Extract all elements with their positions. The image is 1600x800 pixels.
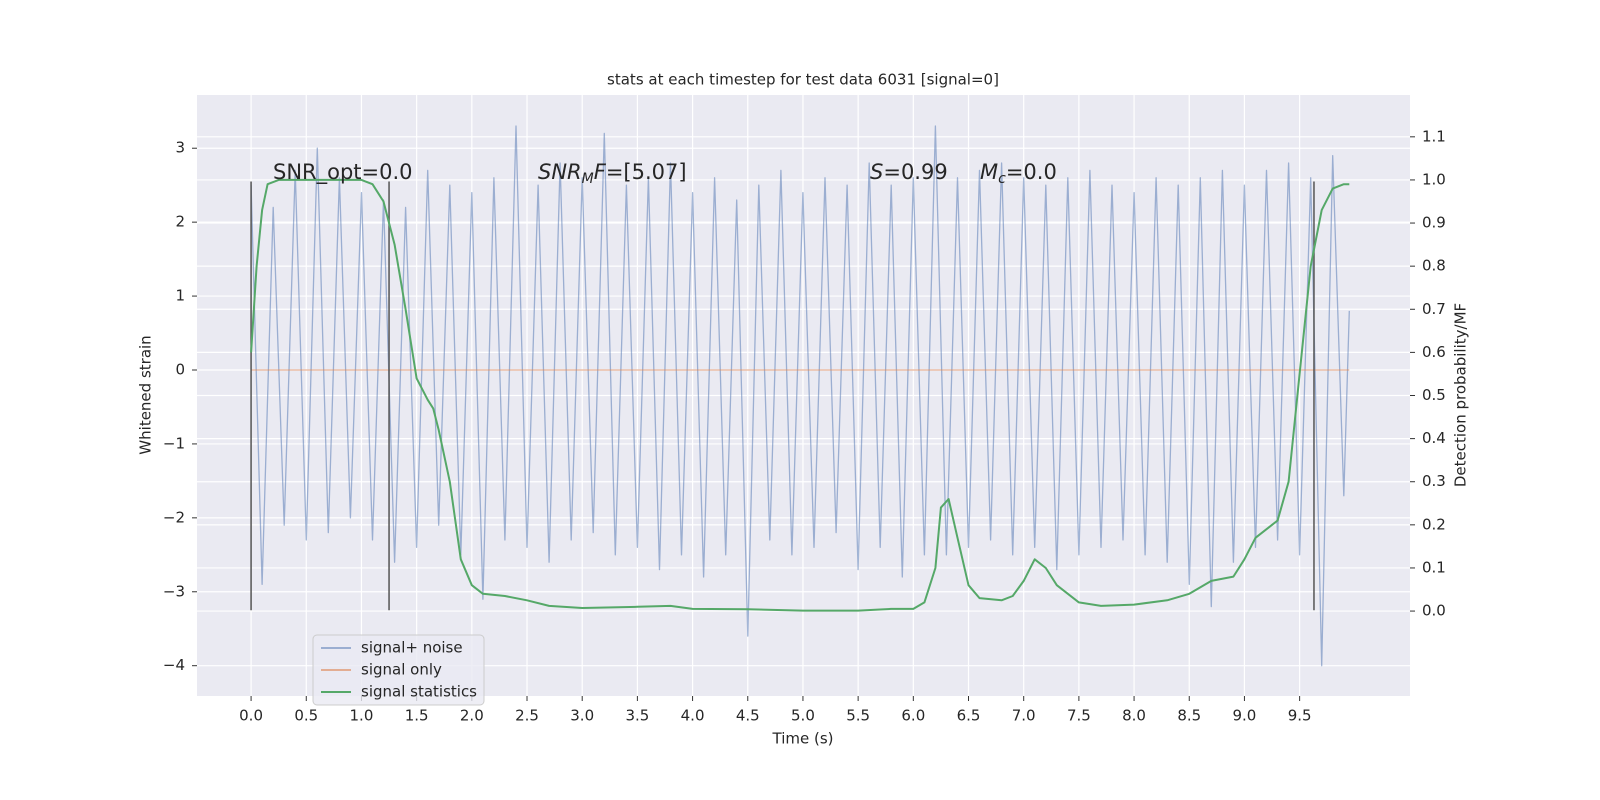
annotation-part: M — [582, 171, 594, 187]
annotation-part: M — [980, 160, 998, 184]
x-axis-label: Time (s) — [772, 730, 834, 748]
y2-tick-label: 0.8 — [1422, 257, 1446, 275]
x-tick-label: 2.5 — [515, 707, 539, 725]
legend-label: signal only — [361, 661, 442, 679]
annotation-part: S — [870, 160, 883, 184]
y2-tick-label: 0.3 — [1422, 472, 1446, 490]
marks — [250, 125, 1350, 667]
legend-label: signal statistics — [361, 683, 477, 701]
annotation: S=0.99 — [870, 160, 948, 184]
annotation: SNR_opt=0.0 — [273, 160, 413, 185]
x-tick-label: 0.5 — [294, 707, 318, 725]
x-tick-label: 3.0 — [570, 707, 594, 725]
y2-tick-label: 0.1 — [1422, 558, 1446, 576]
x-tick-label: 0.0 — [239, 707, 263, 725]
y-tick-label: 1 — [175, 287, 185, 305]
x-tick-label: 5.0 — [791, 707, 815, 725]
y2-tick-label: 0.5 — [1422, 386, 1446, 404]
annotation-part: =0.0 — [1006, 160, 1057, 184]
x-tick-label: 2.0 — [460, 707, 484, 725]
y2-tick-label: 1.1 — [1422, 127, 1446, 145]
series-line — [250, 125, 1350, 667]
chart-title: stats at each timestep for test data 603… — [607, 71, 999, 89]
y2-tick-label: 1.0 — [1422, 170, 1446, 188]
x-tick-label: 4.0 — [681, 707, 705, 725]
y-tick-label: 2 — [175, 213, 185, 231]
annotation: Mc=0.0 — [980, 160, 1057, 187]
legend-label: signal+ noise — [361, 639, 463, 657]
x-tick-label: 1.0 — [350, 707, 374, 725]
x-tick-label: 7.0 — [1012, 707, 1036, 725]
y2-tick-label: 0.7 — [1422, 300, 1446, 318]
y2-tick-label: 0.2 — [1422, 515, 1446, 533]
y-tick-label: −2 — [163, 508, 185, 526]
legend: signal+ noise signal only signal statistic… — [312, 634, 485, 706]
x-tick-label: 6.5 — [957, 707, 981, 725]
annotation: SNRMF=[5.07] — [538, 160, 687, 187]
x-tick-label: 6.0 — [901, 707, 925, 725]
y-tick-label: −3 — [163, 582, 185, 600]
annotation-part: F — [594, 160, 607, 184]
ticks: 0.0 0.5 1.0 1.5 2.0 2.5 3.0 3.5 4.0 4.5 5.0 5.5 6.0 6… — [163, 127, 1446, 724]
x-tick-label: 9.5 — [1288, 707, 1312, 725]
legend-box — [312, 634, 485, 706]
y2-tick-label: 0.0 — [1422, 602, 1446, 620]
annotation-part: c — [998, 171, 1006, 187]
y-tick-label: 3 — [175, 139, 185, 157]
x-tick-label: 1.5 — [405, 707, 429, 725]
series-line — [250, 178, 1350, 612]
x-tick-label: 8.5 — [1177, 707, 1201, 725]
y2-tick-label: 0.6 — [1422, 343, 1446, 361]
y2-axis-label: Detection probability/MF — [1452, 303, 1470, 487]
annotation-part: SNR — [538, 160, 582, 184]
y-axis-label: Whitened strain — [137, 335, 155, 454]
x-tick-label: 3.5 — [625, 707, 649, 725]
annotation-part: =[5.07] — [606, 160, 687, 184]
x-tick-label: 4.5 — [736, 707, 760, 725]
y2-tick-label: 0.4 — [1422, 429, 1446, 447]
x-tick-label: 5.5 — [846, 707, 870, 725]
x-tick-label: 7.5 — [1067, 707, 1091, 725]
annotation-part: =0.99 — [883, 160, 947, 184]
x-tick-label: 8.0 — [1122, 707, 1146, 725]
y-tick-label: 0 — [175, 360, 185, 378]
y-tick-label: −1 — [163, 434, 185, 452]
y-tick-label: −4 — [163, 656, 185, 674]
x-tick-label: 9.0 — [1233, 707, 1257, 725]
y2-tick-label: 0.9 — [1422, 214, 1446, 232]
